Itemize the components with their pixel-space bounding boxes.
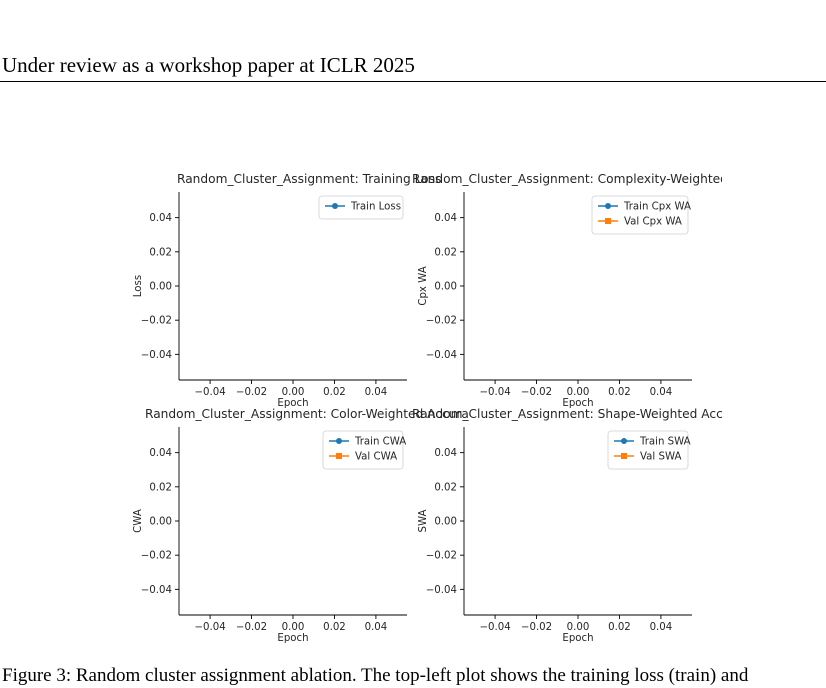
y-axis-label: Loss (133, 275, 144, 297)
legend-marker-square (621, 453, 627, 459)
y-tick-label: 0.00 (434, 517, 457, 528)
y-axis-label: CWA (133, 509, 144, 533)
legend-marker-circle (336, 438, 342, 444)
legend-entry-1: Val CWA (355, 452, 397, 463)
x-tick-label: 0.02 (323, 387, 346, 398)
y-tick-label: 0.02 (149, 482, 172, 493)
legend: Train CWA Val CWA (322, 430, 406, 470)
y-tick-label: −0.04 (141, 585, 172, 596)
x-tick-label: 0.04 (365, 387, 388, 398)
x-tick-label: 0.00 (282, 387, 305, 398)
y-tick-label: 0.00 (434, 282, 457, 293)
x-tick-label: 0.02 (608, 387, 631, 398)
x-tick-label: −0.02 (521, 622, 552, 633)
x-tick-label: 0.00 (567, 387, 590, 398)
legend-marker-circle (605, 203, 611, 209)
y-tick-label: −0.04 (426, 585, 457, 596)
x-tick-label: −0.02 (236, 387, 267, 398)
chart-panel-shape-weighted: Random_Cluster_Assignment: Shape-Weighte… (412, 407, 731, 644)
x-tick-label: 0.04 (365, 622, 388, 633)
y-tick-label: 0.02 (434, 247, 457, 258)
legend-box (318, 195, 404, 220)
x-tick-label: −0.02 (521, 387, 552, 398)
chart-title: Random_Cluster_Assignment: Color-Weighte… (145, 407, 469, 421)
x-axis-label: Epoch (562, 633, 593, 644)
x-tick-label: −0.04 (479, 622, 510, 633)
y-tick-label: −0.02 (426, 316, 457, 327)
chart-title: Random_Cluster_Assignment: Complexity-We… (412, 172, 747, 186)
x-tick-label: 0.04 (650, 387, 673, 398)
y-tick-label: −0.02 (141, 551, 172, 562)
x-tick-label: 0.04 (650, 622, 673, 633)
legend-marker-circle (621, 438, 627, 444)
chart-panel-complexity-weighted: Random_Cluster_Assignment: Complexity-We… (412, 172, 747, 409)
running-header: Under review as a workshop paper at ICLR… (2, 53, 415, 77)
y-tick-label: 0.04 (149, 213, 172, 224)
figure-caption: Figure 3: Random cluster assignment abla… (2, 665, 749, 686)
legend-entry-1: Val Cpx WA (624, 217, 682, 228)
x-tick-label: 0.00 (282, 622, 305, 633)
x-tick-label: −0.04 (194, 622, 225, 633)
y-tick-label: −0.04 (426, 350, 457, 361)
y-tick-label: 0.00 (149, 517, 172, 528)
x-axis-label: Epoch (277, 398, 308, 409)
x-tick-label: −0.02 (236, 622, 267, 633)
chart-panel-training-loss: Random_Cluster_Assignment: Training Loss… (133, 172, 441, 409)
legend: Train Cpx WA Val Cpx WA (591, 195, 691, 235)
legend-entry-0: Train Cpx WA (623, 202, 691, 213)
legend-entry-0: Train Loss (350, 202, 401, 213)
y-tick-label: 0.04 (434, 213, 457, 224)
chart-title: Random_Cluster_Assignment: Shape-Weighte… (412, 407, 731, 421)
chart-title: Random_Cluster_Assignment: Training Loss (177, 172, 441, 186)
y-tick-label: −0.02 (141, 316, 172, 327)
y-tick-label: 0.04 (149, 448, 172, 459)
x-tick-label: 0.00 (567, 622, 590, 633)
y-tick-label: 0.04 (434, 448, 457, 459)
x-tick-label: −0.04 (194, 387, 225, 398)
legend-marker-square (336, 453, 342, 459)
legend-marker-square (605, 218, 611, 224)
legend-entry-1: Val SWA (640, 452, 681, 463)
x-tick-label: 0.02 (323, 622, 346, 633)
y-tick-label: −0.04 (141, 350, 172, 361)
legend-entry-0: Train CWA (354, 437, 406, 448)
x-axis-label: Epoch (562, 398, 593, 409)
chart-panel-color-weighted: Random_Cluster_Assignment: Color-Weighte… (133, 407, 469, 644)
y-tick-label: 0.02 (434, 482, 457, 493)
y-tick-label: 0.02 (149, 247, 172, 258)
y-axis-label: Cpx WA (418, 266, 429, 305)
y-tick-label: 0.00 (149, 282, 172, 293)
header-rule (0, 81, 826, 82)
x-axis-label: Epoch (277, 633, 308, 644)
x-tick-label: −0.04 (479, 387, 510, 398)
legend-marker-circle (332, 203, 338, 209)
y-axis-label: SWA (418, 509, 429, 532)
legend: Train SWA Val SWA (607, 430, 691, 470)
x-tick-label: 0.02 (608, 622, 631, 633)
legend: Train Loss (318, 195, 404, 220)
y-tick-label: −0.02 (426, 551, 457, 562)
legend-entry-0: Train SWA (639, 437, 691, 448)
